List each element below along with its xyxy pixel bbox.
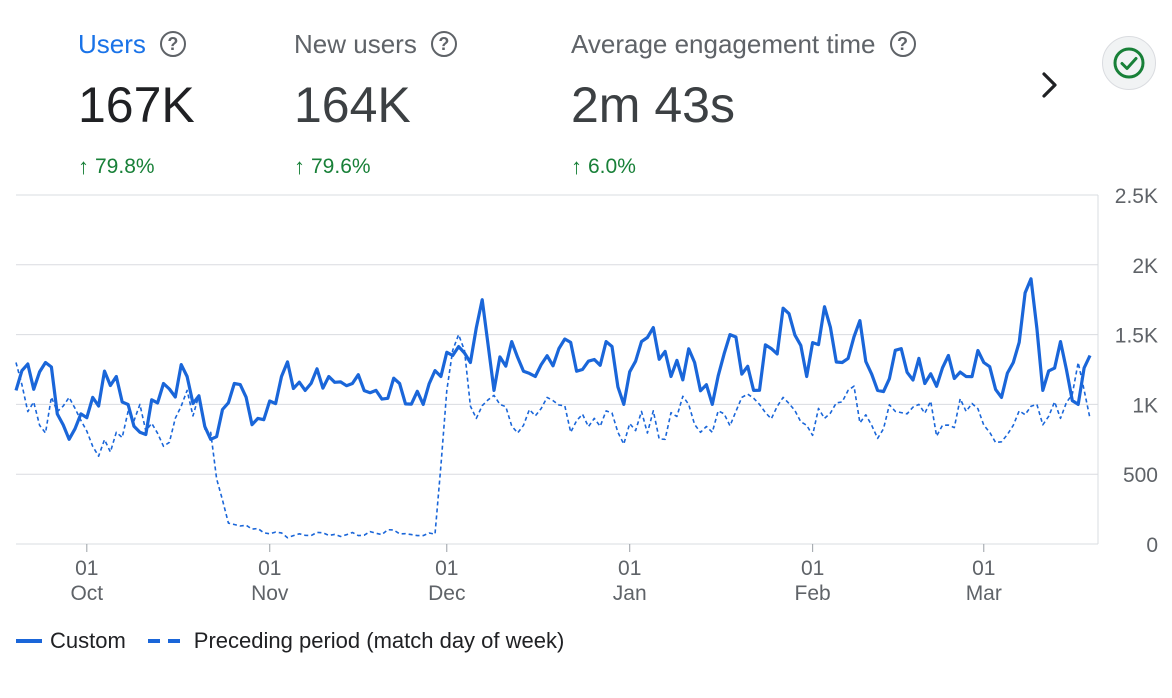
legend-swatch-dashed: [147, 639, 180, 643]
x-tick-day: 01: [435, 557, 458, 580]
status-badge[interactable]: [1102, 36, 1156, 90]
metric-title: Users ?: [78, 24, 195, 64]
chart-legend: Custom Preceding period (match day of we…: [16, 628, 586, 654]
legend-label-custom: Custom: [50, 628, 126, 653]
x-tick-day: 01: [618, 557, 641, 580]
y-tick-label: 0: [1146, 534, 1158, 557]
x-tick-month: Feb: [795, 582, 831, 605]
metric-engagement-time[interactable]: Average engagement time ? 2m 43s ↑ 6.0%: [571, 24, 916, 180]
metric-change: ↑ 79.8%: [78, 154, 195, 180]
metric-new-users[interactable]: New users ? 164K ↑ 79.6%: [294, 24, 457, 180]
legend-item-custom[interactable]: Custom: [16, 628, 126, 654]
metric-change-new-users: 79.6%: [311, 155, 371, 178]
arrow-up-icon: ↑: [294, 154, 305, 179]
x-tick-day: 01: [801, 557, 824, 580]
y-axis: 0 500 1K 1.5K 2K 2.5K: [1115, 185, 1158, 557]
help-circle-icon[interactable]: ?: [430, 31, 457, 57]
x-tick-month: Mar: [966, 582, 1002, 605]
y-tick-label: 500: [1123, 464, 1158, 487]
x-tick-month: Nov: [251, 582, 289, 605]
metric-change-users: 79.8%: [95, 155, 155, 178]
metric-change: ↑ 79.6%: [294, 154, 457, 180]
chart-series: [14, 277, 1092, 539]
metric-change-engagement: 6.0%: [588, 155, 636, 178]
metric-change: ↑ 6.0%: [571, 154, 916, 180]
check-circle-icon: [1113, 47, 1145, 79]
legend-swatch-solid: [16, 639, 42, 643]
legend-label-preceding: Preceding period (match day of week): [193, 628, 565, 653]
x-tick-day: 01: [972, 557, 995, 580]
chart-grid: [16, 194, 1099, 545]
metric-users[interactable]: Users ? 167K ↑ 79.8%: [78, 24, 195, 180]
x-tick-month: Oct: [70, 582, 103, 605]
y-tick-label: 2K: [1132, 255, 1158, 278]
metric-value-engagement: 2m 43s: [571, 77, 735, 133]
next-metrics-button[interactable]: [1030, 62, 1070, 108]
chevron-right-icon: [1042, 72, 1057, 98]
metric-label-users: Users: [78, 28, 146, 59]
y-tick-label: 1.5K: [1115, 325, 1158, 348]
metric-title: New users ?: [294, 24, 457, 64]
metric-title: Average engagement time ?: [571, 24, 916, 64]
x-tick-day: 01: [258, 557, 281, 580]
metric-value-users: 167K: [78, 77, 195, 133]
y-tick-label: 1K: [1132, 394, 1158, 417]
series-line-preceding: [15, 333, 1091, 539]
x-tick-month: Dec: [428, 582, 465, 605]
arrow-up-icon: ↑: [571, 154, 582, 179]
x-tick-month: Jan: [613, 582, 647, 605]
y-tick-label: 2.5K: [1115, 185, 1158, 208]
help-circle-icon[interactable]: ?: [889, 31, 916, 57]
series-line-custom: [14, 277, 1092, 441]
x-tick-day: 01: [75, 557, 98, 580]
metric-label-new-users: New users: [294, 28, 417, 59]
metric-value-new-users: 164K: [294, 77, 411, 133]
metric-label-engagement: Average engagement time: [571, 28, 876, 59]
legend-item-preceding[interactable]: Preceding period (match day of week): [147, 628, 565, 654]
arrow-up-icon: ↑: [78, 154, 89, 179]
help-circle-icon[interactable]: ?: [159, 31, 186, 57]
